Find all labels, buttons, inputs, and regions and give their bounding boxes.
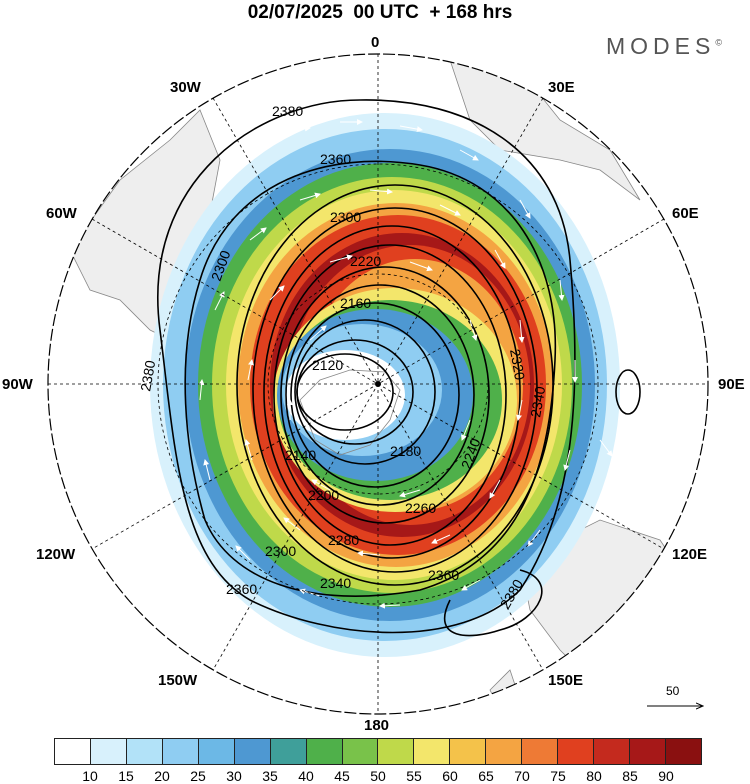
colorbar-swatch [449, 739, 486, 764]
colorbar-tick-label: 25 [190, 768, 206, 784]
colorbar-tick-label: 30 [226, 768, 242, 784]
colorbar-tick-label: 20 [154, 768, 170, 784]
vector-reference-label: 50 [666, 684, 680, 698]
contour-label: 2340 [320, 575, 351, 591]
brand-mark: © [715, 37, 722, 48]
colorbar-swatch [55, 739, 90, 764]
colorbar-swatch [269, 739, 306, 764]
lon-label-30e: 30E [548, 79, 575, 96]
contour-label: 2320 [507, 348, 528, 382]
colorbar-tick-label: 80 [586, 768, 602, 784]
colorbar-tick-label: 40 [298, 768, 314, 784]
colorbar-tick-label: 10 [82, 768, 98, 784]
lon-label-90e: 90E [718, 376, 745, 393]
lon-label-60w: 60W [46, 205, 77, 222]
colorbar-swatch [197, 739, 234, 764]
lon-label-120w: 120W [36, 546, 76, 563]
colorbar-swatch [341, 739, 378, 764]
colorbar-tick-label: 60 [442, 768, 458, 784]
contour-label: 2280 [328, 532, 359, 548]
map-title: 02/07/2025 00 UTC + 168 hrs [247, 2, 513, 23]
height-contours [157, 99, 641, 637]
colorbar-tick-label: 50 [370, 768, 386, 784]
wind-vectors [119, 119, 653, 667]
contour-label: 2140 [285, 447, 316, 463]
lon-label-180: 180 [364, 717, 390, 734]
colorbar-swatch [377, 739, 414, 764]
colorbar-swatch [485, 739, 522, 764]
vector-reference-arrow [647, 684, 705, 714]
colorbar-swatch [89, 739, 126, 764]
contour-label: 2220 [350, 253, 381, 269]
lon-label-150e: 150E [548, 672, 584, 689]
colorbar-tick-label: 15 [118, 768, 134, 784]
colorbar-swatch [233, 739, 270, 764]
contour-label: 2360 [226, 581, 257, 597]
contour-label: 2300 [330, 209, 361, 225]
colorbar-ticks: 10 15 20 25 30 35 40 45 50 55 60 65 70 75 80 85 90 [54, 768, 702, 784]
contour-label: 2300 [265, 543, 296, 559]
colorbar-swatch [629, 739, 665, 764]
colorbar-swatch [413, 739, 450, 764]
contour-label: 2180 [390, 443, 421, 459]
colorbar-swatch [593, 739, 629, 764]
colorbar-swatch [557, 739, 594, 764]
colorbar-swatch [125, 739, 162, 764]
colorbar-tick-label: 35 [262, 768, 278, 784]
map-boundary [47, 53, 709, 715]
colorbar-tick-label: 85 [622, 768, 638, 784]
lon-label-30w: 30W [170, 79, 201, 96]
colorbar-tick-label: 70 [514, 768, 530, 784]
contour-label: 2380 [137, 359, 158, 393]
colorbar-tick-label: 55 [406, 768, 422, 784]
lon-label-120e: 120E [672, 546, 708, 563]
colorbar-tick-label: 45 [334, 768, 350, 784]
contour-label: 2260 [405, 500, 436, 516]
colorbar-swatch [161, 739, 198, 764]
colorbar-swatch [664, 739, 701, 764]
colorbar-swatch [305, 739, 342, 764]
colorbar-tick-label: 75 [550, 768, 566, 784]
lon-label-60e: 60E [672, 205, 699, 222]
antarctica-coastline [299, 369, 401, 456]
contour-label: 2340 [527, 385, 548, 419]
colorbar-tick-label: 65 [478, 768, 494, 784]
lon-label-90w: 90W [2, 376, 33, 393]
contour-label: 2200 [308, 487, 339, 503]
contour-label: 2160 [340, 295, 371, 311]
south-pole-dot [375, 381, 381, 387]
colorbar-tick-label: 90 [658, 768, 674, 784]
brand-logo: MODES© [606, 33, 722, 60]
contour-label: 2120 [312, 357, 343, 373]
lon-label-150w: 150W [158, 672, 198, 689]
contour-label: 2360 [320, 151, 351, 167]
brand-name: MODES [606, 33, 716, 59]
vector-reference: 50 [645, 684, 705, 714]
contour-label: 2360 [428, 567, 459, 583]
contour-label: 2380 [272, 103, 303, 119]
colorbar-swatch [521, 739, 558, 764]
lon-label-0: 0 [371, 34, 380, 51]
colorbar [54, 738, 702, 765]
